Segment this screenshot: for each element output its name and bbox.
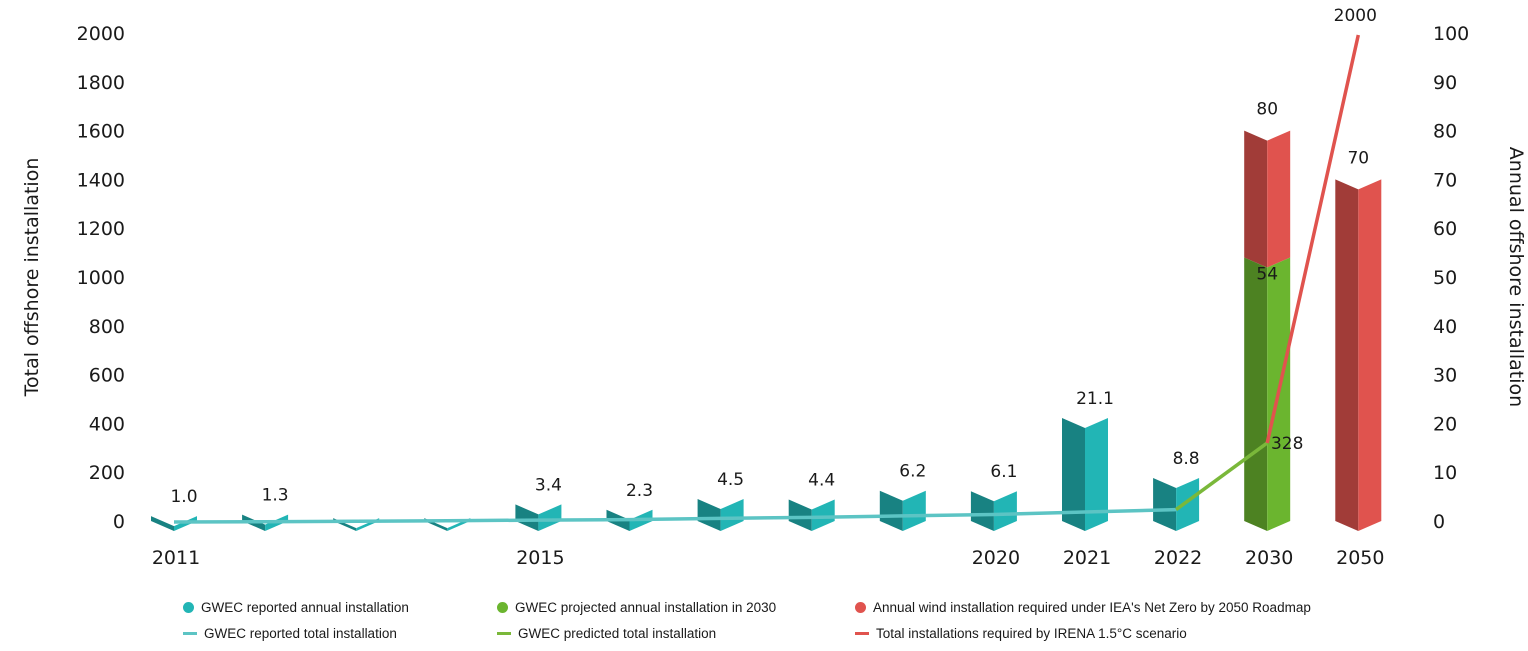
legend-item: Total installations required by IRENA 1.…	[855, 626, 1187, 641]
bar-reported-left-face	[1153, 478, 1177, 531]
legend-item: GWEC reported annual installation	[183, 600, 409, 615]
legend-item: GWEC reported total installation	[183, 626, 397, 641]
bar-reported-left-face	[970, 491, 994, 531]
y-left-tick-label: 600	[89, 365, 125, 387]
bar-iea-right-face	[1358, 179, 1382, 531]
legend-label: GWEC predicted total installation	[518, 626, 717, 641]
y-left-tick-label: 800	[89, 316, 125, 338]
y-right-tick-label: 70	[1433, 169, 1457, 191]
legend-label: Annual wind installation required under …	[873, 600, 1311, 615]
y-left-tick-label: 2000	[77, 23, 125, 45]
y-left-tick-label: 1000	[77, 267, 125, 289]
bar-reported-left-face	[788, 499, 812, 531]
data-label-projected: 54	[1256, 264, 1278, 284]
bar-reported-right-face	[1176, 478, 1200, 531]
y-right-tick-label: 60	[1433, 218, 1457, 240]
legend-label: GWEC reported total installation	[204, 626, 397, 641]
data-label-reported: 3.4	[535, 475, 562, 495]
legend-item: Annual wind installation required under …	[855, 600, 1311, 615]
line-reported-total	[173, 507, 1177, 524]
data-label-reported: 6.2	[899, 462, 926, 482]
legend-item: GWEC predicted total installation	[497, 626, 716, 641]
data-label-reported: 4.4	[808, 471, 835, 491]
y-right-tick-label: 20	[1433, 413, 1457, 435]
x-tick-label: 2030	[1245, 547, 1293, 569]
y-left-tick-label: 200	[89, 462, 125, 484]
y-right-axis-title: Annual offshore installation	[1505, 147, 1527, 407]
y-right-tick-label: 10	[1433, 462, 1457, 484]
legend-item: GWEC projected annual installation in 20…	[497, 600, 776, 615]
legend-label: GWEC reported annual installation	[201, 600, 409, 615]
bar-reported-right-face	[538, 504, 562, 531]
x-tick-label: 2050	[1336, 547, 1384, 569]
data-label-reported: 2.3	[626, 481, 653, 501]
legend-dot-icon	[855, 602, 866, 613]
data-label-reported: 6.1	[990, 462, 1017, 482]
bar-reported-right-face	[1085, 418, 1108, 531]
y-left-tick-label: 400	[89, 413, 125, 435]
bar-reported-left-face	[1062, 418, 1085, 531]
x-tick-label: 2021	[1063, 547, 1111, 569]
y-right-tick-label: 90	[1433, 72, 1457, 94]
bar-reported-right-face	[902, 490, 926, 531]
y-left-tick-label: 1600	[77, 121, 125, 143]
bar-reported-left-face	[515, 504, 539, 531]
x-tick-label: 2011	[152, 547, 200, 569]
bar-iea-left-face	[1335, 179, 1359, 531]
data-label-iea: 70	[1347, 148, 1369, 168]
legend-dot-icon	[183, 602, 194, 613]
data-label-reported: 4.5	[717, 470, 744, 490]
bar-reported-left-face	[879, 490, 903, 531]
bar-reported-right-face	[811, 499, 835, 531]
data-label-reported: 8.8	[1173, 449, 1200, 469]
legend-line-icon	[855, 632, 869, 635]
data-label-reported: 21.1	[1076, 389, 1114, 409]
chart: 0 200 400 600 800 1000 1200 1400 1600 1800 2000 0 10…	[21, 6, 1527, 569]
y-right-tick-label: 80	[1433, 121, 1457, 143]
bar-reported-left-face	[151, 516, 174, 531]
legend-dot-icon	[497, 602, 508, 613]
legend-label: Total installations required by IRENA 1.…	[876, 626, 1187, 641]
data-label-irena-required: 2000	[1334, 6, 1377, 26]
data-label-predicted-total: 328	[1271, 434, 1303, 454]
data-label-reported: 1.3	[262, 486, 289, 506]
y-left-tick-label: 1200	[77, 218, 125, 240]
bar-projected-left-face	[1244, 257, 1268, 531]
legend-label: GWEC projected annual installation in 20…	[515, 600, 777, 615]
y-left-tick-label: 1800	[77, 72, 125, 94]
legend-line-icon	[183, 632, 197, 635]
line-predicted-total	[1175, 441, 1269, 511]
line-irena-required	[1265, 34, 1361, 444]
y-right-tick-label: 100	[1433, 23, 1469, 45]
bar-reported-right-face	[993, 491, 1017, 531]
bar-iea-left-face	[1244, 130, 1268, 268]
data-label-iea: 80	[1256, 100, 1278, 120]
legend-line-icon	[497, 632, 511, 635]
y-right-tick-label: 0	[1433, 511, 1445, 533]
bar-reported-right-face	[720, 499, 744, 531]
y-left-tick-label: 0	[113, 511, 125, 533]
y-left-axis-title: Total offshore installation	[21, 158, 43, 398]
data-label-reported: 1.0	[170, 487, 197, 507]
x-tick-label: 2022	[1154, 547, 1202, 569]
bar-iea-right-face	[1267, 130, 1291, 268]
y-right-tick-label: 40	[1433, 316, 1457, 338]
y-right-tick-label: 50	[1433, 267, 1457, 289]
y-right-tick-label: 30	[1433, 365, 1457, 387]
y-left-tick-label: 1400	[77, 169, 125, 191]
x-tick-label: 2015	[516, 547, 564, 569]
bar-reported-left-face	[697, 499, 721, 531]
x-tick-label: 2020	[972, 547, 1020, 569]
